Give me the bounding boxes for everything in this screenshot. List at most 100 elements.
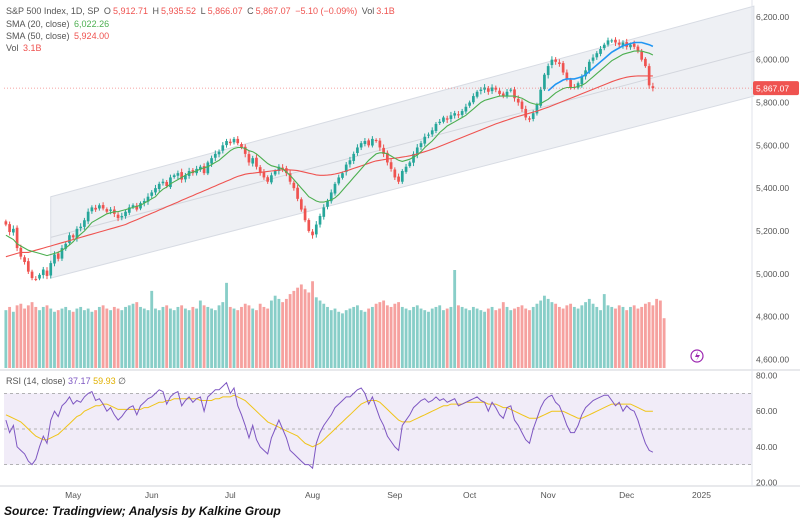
volume-bar: [64, 306, 68, 368]
volume-bar: [266, 308, 270, 368]
candle-body: [285, 168, 288, 174]
volume-bar: [109, 310, 113, 368]
sma20-legend[interactable]: SMA (20, close) 6,022.26: [6, 19, 111, 29]
volume-bar: [165, 305, 169, 368]
candle-body: [617, 42, 621, 45]
candle-body: [427, 134, 430, 136]
source-caption: Source: Tradingview; Analysis by Kalkine…: [4, 504, 281, 518]
volume-bar: [284, 298, 288, 368]
volume-bar: [269, 300, 273, 368]
volume-bar: [408, 310, 412, 368]
price-tick-label: 5,200.00: [756, 226, 789, 236]
candle-body: [146, 196, 150, 202]
candle-body: [221, 145, 225, 151]
volume-bar: [45, 305, 49, 368]
candle-body: [311, 231, 314, 236]
volume-bar: [419, 308, 423, 368]
volume-bar: [161, 306, 165, 368]
candle-body: [277, 166, 281, 172]
candle-body: [232, 138, 236, 143]
candle-body: [15, 227, 19, 249]
candle-body: [157, 183, 161, 189]
candle-body: [505, 91, 509, 97]
volume-bar: [326, 306, 329, 368]
volume-bar: [49, 308, 53, 368]
rsi-tick-label: 40.00: [756, 442, 778, 452]
volume-value: 3.1B: [23, 43, 42, 53]
candle-body: [314, 224, 318, 235]
candle-body: [565, 72, 569, 79]
volume-bar: [75, 308, 79, 368]
volume-bar: [427, 311, 430, 368]
volume-bar: [614, 308, 617, 368]
volume-bar: [587, 298, 591, 368]
volume-bar: [591, 303, 595, 368]
candle-body: [531, 113, 535, 119]
volume-bar: [314, 297, 318, 368]
volume-bar: [348, 308, 352, 368]
volume-bar: [442, 310, 445, 368]
change-value: −5.10 (−0.09%): [295, 6, 358, 16]
sma20-value: 6,022.26: [74, 19, 110, 29]
price-tick-label: 5,400.00: [756, 183, 789, 193]
candle-body: [75, 228, 79, 239]
candle-body: [105, 209, 109, 212]
candle-body: [576, 83, 580, 88]
rsi-legend[interactable]: RSI (14, close) 37.17 59.93 ∅: [6, 376, 126, 387]
volume-legend[interactable]: Vol 3.1B: [6, 43, 44, 53]
volume-bar: [187, 310, 191, 368]
volume-bar: [183, 308, 187, 368]
candle-body: [389, 162, 393, 169]
volume-bar: [176, 306, 180, 368]
volume-bar: [554, 303, 558, 368]
volume-bar: [4, 310, 8, 368]
candle-body: [329, 192, 333, 202]
volume-bar: [34, 306, 38, 368]
volume-bar: [404, 308, 408, 368]
volume-bar: [299, 284, 303, 368]
candle-body: [288, 173, 292, 182]
price-badge: [753, 81, 799, 96]
volume-bar: [296, 287, 300, 368]
candle-body: [281, 167, 284, 169]
candle-body: [468, 102, 471, 106]
volume-bar: [576, 308, 580, 368]
ohlc-legend: S&P 500 Index, 1D, SP O 5,912.71 H 5,935.5…: [6, 6, 397, 16]
volume-bar: [124, 306, 127, 368]
candle-body: [561, 63, 565, 73]
candle-body: [580, 76, 584, 85]
volume-bar: [79, 306, 83, 368]
candle-body: [79, 226, 83, 229]
volume-bar: [370, 306, 374, 368]
candle-body: [120, 215, 124, 218]
close-label: C: [247, 6, 254, 16]
volume-bar: [71, 311, 75, 368]
price-tick-label: 5,600.00: [756, 140, 789, 150]
candle-body: [210, 158, 213, 164]
rsi-ma-line: [5, 394, 653, 448]
candle-body: [404, 166, 408, 172]
sma50-legend[interactable]: SMA (50, close) 5,924.00: [6, 31, 111, 41]
candle-body: [599, 48, 602, 54]
regression-channel: [50, 5, 755, 279]
candle-body: [98, 205, 101, 209]
volume-bar: [389, 306, 393, 368]
volume-bar: [535, 303, 539, 368]
candle-body: [356, 147, 359, 154]
candle-body: [490, 87, 494, 92]
candle-body: [393, 169, 397, 178]
candle-body: [154, 188, 157, 193]
candle-body: [520, 101, 524, 109]
candle-body: [292, 182, 296, 189]
candle-body: [251, 158, 255, 164]
sma50-value: 5,924.00: [74, 31, 110, 41]
candle-body: [64, 243, 68, 249]
symbol-label: S&P 500 Index, 1D, SP: [6, 6, 100, 16]
high-value: 5,935.52: [161, 6, 197, 16]
price-tick-label: 4,800.00: [756, 312, 789, 322]
volume-bar: [150, 290, 154, 368]
candle-body: [217, 151, 221, 155]
candle-body: [550, 59, 554, 66]
candle-body: [629, 44, 632, 48]
